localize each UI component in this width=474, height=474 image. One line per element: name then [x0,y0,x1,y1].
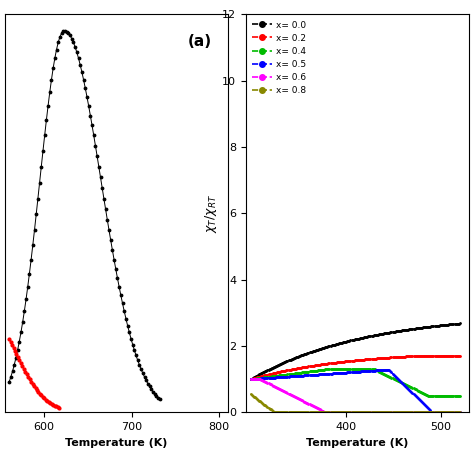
Text: (a): (a) [188,34,212,49]
X-axis label: Temperature (K): Temperature (K) [306,438,409,447]
Y-axis label: $\chi_{T}/\chi_{RT}$: $\chi_{T}/\chi_{RT}$ [203,194,219,233]
X-axis label: Temperature (K): Temperature (K) [65,438,168,447]
Legend: x= 0.0, x= 0.2, x= 0.4, x= 0.5, x= 0.6, x= 0.8: x= 0.0, x= 0.2, x= 0.4, x= 0.5, x= 0.6, … [250,19,308,97]
